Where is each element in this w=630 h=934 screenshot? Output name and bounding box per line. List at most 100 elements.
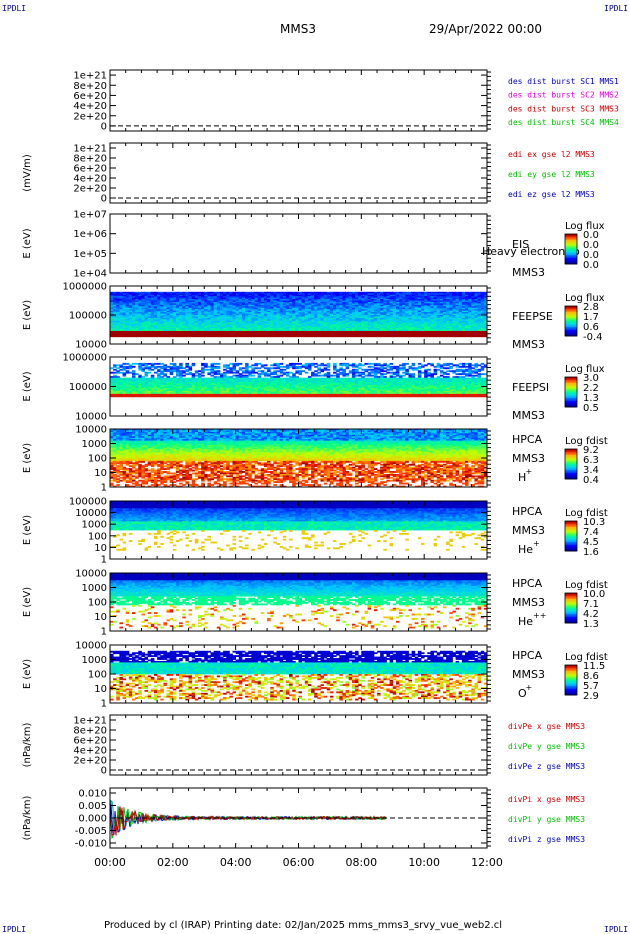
heatmap-cell [176, 335, 180, 337]
heatmap-cell [273, 335, 277, 337]
heatmap-cell [399, 335, 403, 337]
heatmap-cell [123, 335, 127, 337]
heatmap-cell [364, 335, 368, 337]
heatmap-cell [248, 335, 252, 337]
heatmap-cell [214, 335, 218, 337]
heatmap-cell [308, 335, 312, 337]
heatmap-cell [163, 335, 167, 337]
heatmap-cell [132, 335, 136, 337]
heatmap-cell [195, 335, 199, 337]
heatmap-cell [374, 335, 378, 337]
heatmap-cell [336, 335, 340, 337]
legend-entry: des dist burst SC4 MMS4 [508, 118, 619, 127]
heatmap-cell [368, 335, 372, 337]
heatmap-cell [154, 335, 158, 337]
heatmap-cell [198, 335, 202, 337]
heatmap-cell [182, 335, 186, 337]
heatmap-cell [151, 335, 155, 337]
heatmap-cell [311, 335, 315, 337]
heatmap-cell [270, 335, 274, 337]
heatmap-cell [358, 335, 362, 337]
legend-entry: edi ez gse l2 MMS3 [508, 190, 595, 199]
heatmap-cell [145, 335, 149, 337]
heatmap-cell [349, 335, 353, 337]
heatmap-cell [402, 335, 406, 337]
heatmap-cell [352, 335, 356, 337]
heatmap-cell [264, 335, 268, 337]
heatmap-cell [292, 335, 296, 337]
heatmap-cell [371, 335, 375, 337]
heatmap-cell [405, 335, 409, 337]
heatmap-cell [267, 335, 271, 337]
heatmap-cell [211, 335, 215, 337]
heatmap-cell [229, 335, 233, 337]
colorbar-tick-label: 0.0 [583, 260, 599, 271]
y-tick-label: 0 [101, 194, 107, 205]
heatmap-cell [255, 335, 259, 337]
legend-entry: des dist burst SC2 MMS2 [508, 91, 619, 100]
y-tick-label: 1e+06 [73, 229, 107, 240]
heatmap-cell [245, 335, 249, 337]
heatmap-cell [129, 335, 133, 337]
heatmap-cell [324, 335, 328, 337]
heatmap-cell [355, 335, 359, 337]
panel-frame [110, 143, 487, 203]
heatmap-cell [239, 335, 243, 337]
heatmap-cell [302, 335, 306, 337]
heatmap-cell [204, 335, 208, 337]
heatmap-cell [201, 335, 205, 337]
heatmap-cell [339, 335, 343, 337]
heatmap-cell [167, 335, 171, 337]
y-axis-label: E (eV) [22, 228, 33, 258]
heatmap-cell [289, 335, 293, 337]
heatmap-cell [170, 335, 174, 337]
y-tick-label: 1e+05 [73, 249, 107, 260]
heatmap-cell [185, 335, 189, 337]
heatmap-cell [393, 335, 397, 337]
heatmap-cell [380, 335, 384, 337]
heatmap-cell [189, 335, 193, 337]
heatmap-cell [217, 335, 221, 337]
y-tick-label: 1e+04 [73, 269, 107, 280]
heatmap-cell [113, 335, 117, 337]
heatmap-cell [283, 335, 287, 337]
y-tick-label: 1e+07 [73, 210, 107, 221]
heatmap-cell [220, 335, 224, 337]
heatmap-cell [157, 335, 161, 337]
heatmap-cell [320, 335, 324, 337]
heatmap-cell [138, 335, 142, 337]
heatmap-cell [286, 335, 290, 337]
heatmap-cell [377, 335, 381, 337]
heatmap-cell [173, 335, 177, 337]
heatmap-cell [126, 335, 130, 337]
heatmap-cell [116, 335, 120, 337]
heatmap-cell [305, 335, 309, 337]
heatmap-cell [179, 335, 183, 337]
heatmap-cell [251, 335, 255, 337]
legend-entry: des dist burst SC1 MMS1 [508, 77, 619, 86]
heatmap-cell [192, 335, 196, 337]
heatmap-cell [383, 335, 387, 337]
legend-entry: edi ey gse l2 MMS3 [508, 170, 595, 179]
panel-frame [110, 70, 487, 131]
multi-panel-chart: 1e+218e+206e+204e+202e+200des dist burst… [0, 0, 630, 934]
heatmap-cell [277, 335, 281, 337]
heatmap-cell [396, 335, 400, 337]
legend-entry: des dist burst SC3 MMS3 [508, 104, 619, 113]
heatmap-cell [160, 335, 164, 337]
heatmap-cell [236, 335, 240, 337]
heatmap-cell [317, 335, 321, 337]
heatmap-cell [261, 335, 265, 337]
heatmap-cell [135, 335, 139, 337]
heatmap-cell [242, 335, 246, 337]
heatmap-cell [327, 335, 331, 337]
heatmap-cell [314, 335, 318, 337]
heatmap-cell [299, 335, 303, 337]
heatmap-cell [207, 335, 211, 337]
heatmap-cell [223, 335, 227, 337]
heatmap-cell [361, 335, 365, 337]
heatmap-cell [342, 335, 346, 337]
